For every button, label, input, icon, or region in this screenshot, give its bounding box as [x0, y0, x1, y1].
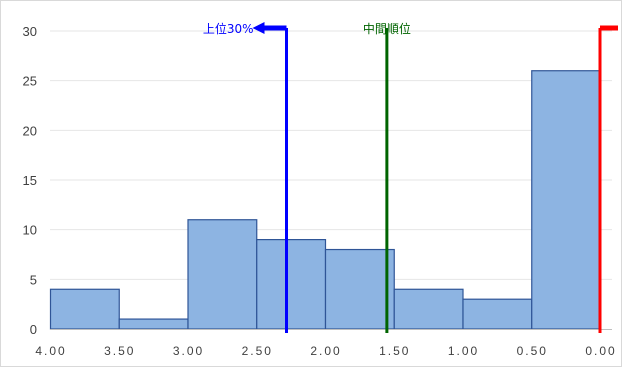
histogram-bar [393, 288, 464, 330]
y-tick-label: 30 [23, 24, 37, 39]
marker-lines: 上位30% 中間順位 [203, 21, 618, 333]
bars [49, 70, 602, 330]
x-tick-label: 1.50 [379, 344, 410, 358]
histogram-bar [187, 219, 258, 330]
y-tick-label: 0 [30, 322, 37, 337]
y-tick-label: 15 [23, 173, 37, 188]
x-tick-label: 0.50 [517, 344, 548, 358]
y-tick-labels: 0 5 10 15 20 25 30 [23, 24, 37, 337]
x-tick-label: 3.00 [173, 344, 204, 358]
x-tick-label: 1.00 [448, 344, 479, 358]
x-tick-label: 2.00 [310, 344, 341, 358]
x-tick-label: 4.00 [35, 344, 66, 358]
x-tick-labels: 4.00 3.50 3.00 2.50 2.00 1.50 1.00 0.50 0.00 [35, 344, 616, 358]
marker-arrowhead [252, 22, 265, 34]
histogram-bar [118, 318, 189, 330]
x-tick-label: 3.50 [104, 344, 135, 358]
y-tick-label: 25 [23, 74, 37, 89]
histogram-bar [462, 298, 533, 330]
y-tick-label: 20 [23, 123, 37, 138]
marker-label: 上位30% [203, 21, 254, 36]
gridlines [50, 30, 612, 280]
y-tick-label: 5 [30, 272, 37, 287]
histogram-bar [324, 248, 395, 330]
histogram-bar [531, 70, 602, 330]
y-tick-label: 10 [23, 223, 37, 238]
x-tick-label: 0.00 [585, 344, 616, 358]
marker-label: 中間順位 [363, 21, 411, 36]
x-tick-label: 2.50 [242, 344, 273, 358]
histogram-bar [49, 288, 120, 330]
histogram-bar [256, 239, 327, 330]
